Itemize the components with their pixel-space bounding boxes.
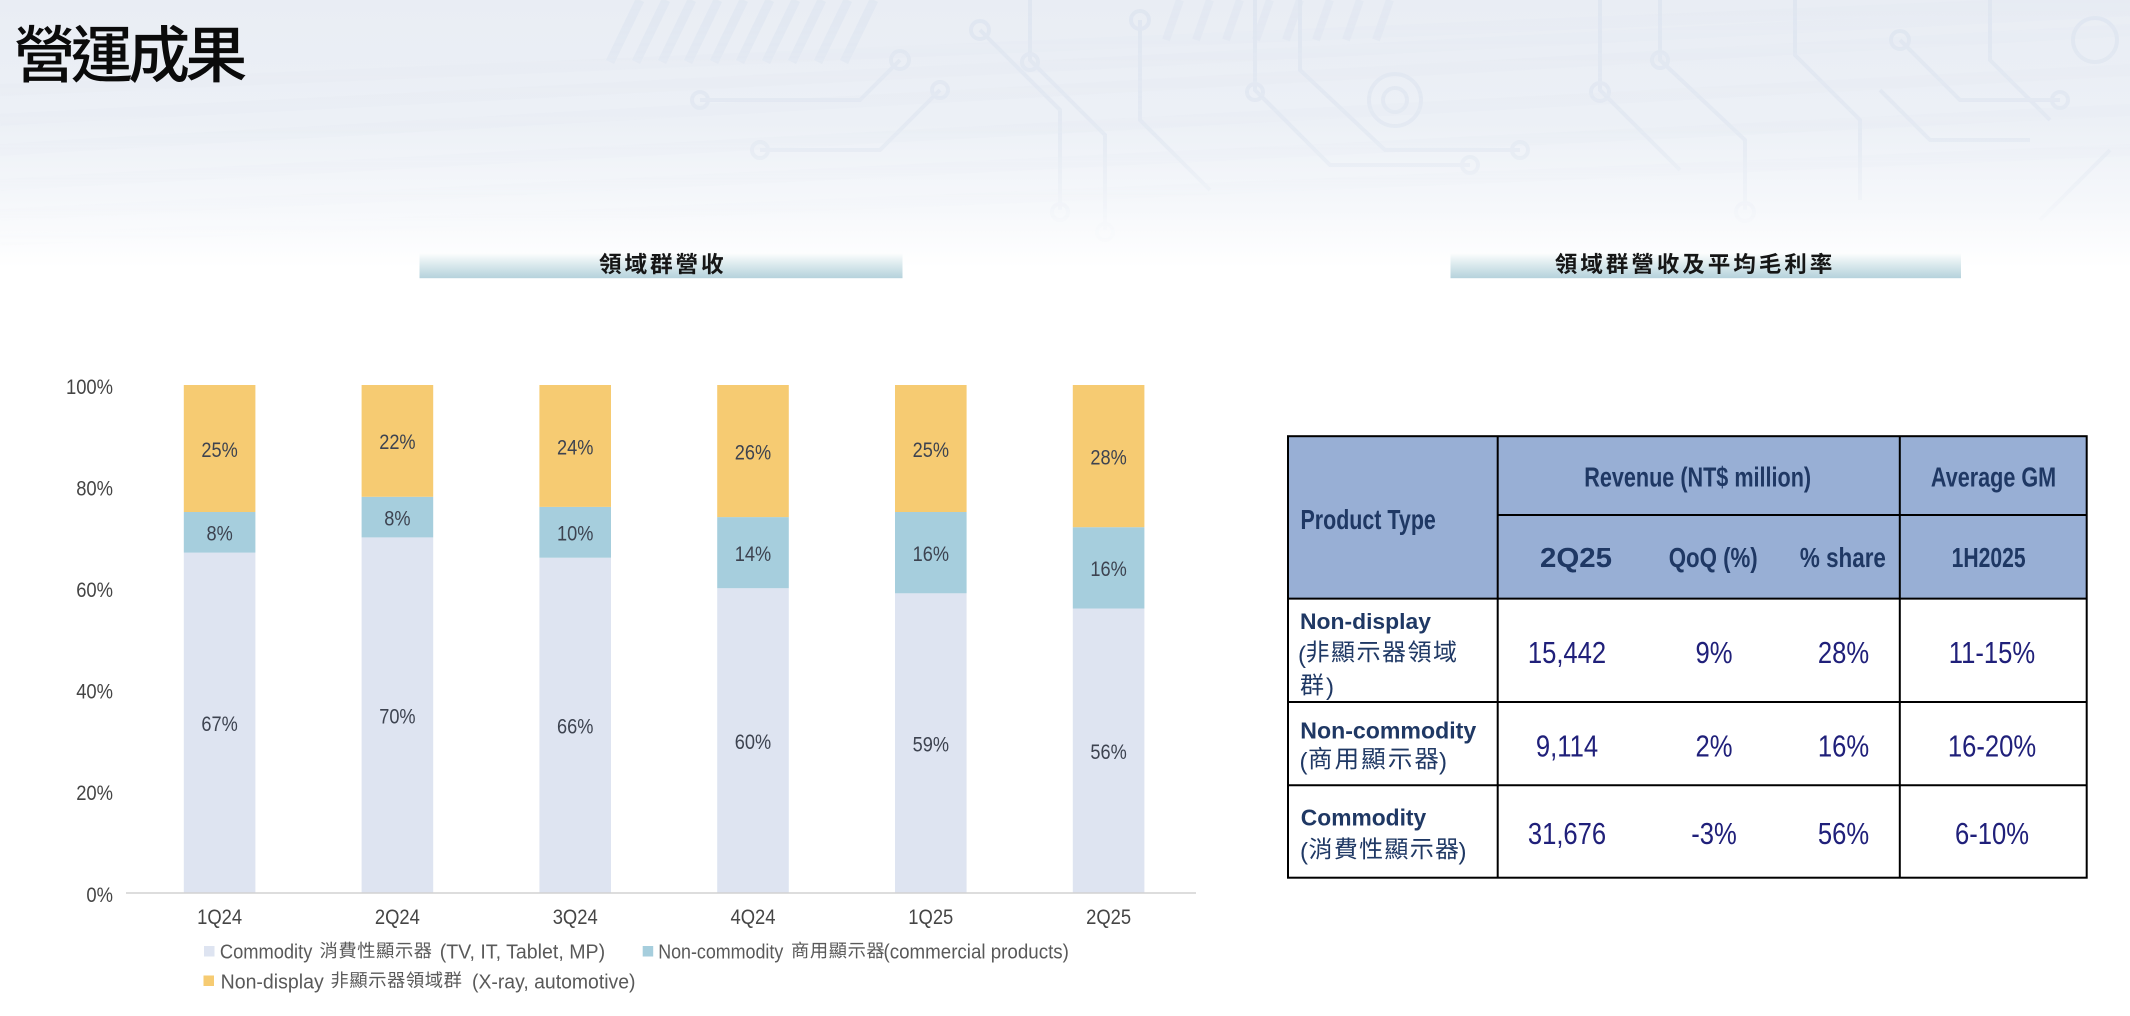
svg-text:2Q25: 2Q25 [1086,906,1131,930]
svg-text:16%: 16% [1818,729,1869,763]
svg-text:31,676: 31,676 [1528,817,1606,851]
svg-text:9%: 9% [1695,636,1732,670]
svg-text:14%: 14% [735,543,771,567]
svg-text:28%: 28% [1818,636,1869,670]
svg-text:Average GM: Average GM [1931,463,2056,493]
svg-text:60%: 60% [735,731,771,755]
svg-text:16-20%: 16-20% [1948,729,2036,763]
svg-text:(X-ray, automotive): (X-ray, automotive) [472,971,635,994]
svg-text:9,114: 9,114 [1536,729,1598,763]
svg-text:Commodity: Commodity [1301,805,1427,831]
svg-text:): ) [1326,674,1334,701]
svg-text:26%: 26% [735,441,771,465]
svg-text:80%: 80% [76,477,113,501]
svg-text:Revenue (NT$ million): Revenue (NT$ million) [1584,463,1811,493]
svg-text:67%: 67% [201,713,237,737]
svg-text:): ) [1459,839,1467,866]
svg-text:(: ( [1300,839,1308,866]
svg-text:16%: 16% [1090,558,1126,582]
svg-text:11-15%: 11-15% [1949,636,2035,670]
svg-text:(TV, IT, Tablet, MP): (TV, IT, Tablet, MP) [440,941,605,964]
svg-text:59%: 59% [913,733,949,757]
svg-text:Product Type: Product Type [1301,506,1436,536]
svg-text:Non-display: Non-display [1300,608,1431,634]
svg-text:70%: 70% [379,705,415,729]
svg-text:Non-commodity: Non-commodity [1300,717,1476,743]
svg-text:Commodity: Commodity [220,941,313,964]
svg-text:Non-commodity: Non-commodity [658,942,783,964]
svg-text:56%: 56% [1818,817,1869,851]
svg-text:(: ( [1298,642,1306,669]
svg-text:QoQ (%): QoQ (%) [1669,543,1758,574]
svg-text:6-10%: 6-10% [1955,817,2029,851]
svg-text:8%: 8% [206,522,232,546]
svg-text:): ) [1439,749,1447,776]
svg-text:1H2025: 1H2025 [1952,543,2026,573]
svg-text:28%: 28% [1090,446,1126,470]
svg-text:60%: 60% [76,579,113,603]
svg-text:0%: 0% [86,884,113,908]
svg-text:100%: 100% [66,376,113,400]
svg-text:16%: 16% [913,543,949,567]
svg-text:40%: 40% [76,680,113,704]
svg-text:-3%: -3% [1691,817,1737,851]
svg-text:(commercial products): (commercial products) [884,941,1069,964]
svg-text:3Q24: 3Q24 [553,906,598,930]
svg-text:25%: 25% [201,438,237,462]
svg-text:66%: 66% [557,715,593,739]
svg-text:10%: 10% [557,522,593,546]
svg-text:56%: 56% [1090,741,1126,765]
svg-text:22%: 22% [379,431,415,455]
svg-text:20%: 20% [76,782,113,806]
svg-text:Non-display: Non-display [221,971,324,994]
svg-text:2Q24: 2Q24 [375,906,420,930]
svg-text:8%: 8% [384,507,410,531]
svg-text:% share: % share [1800,543,1886,574]
svg-text:2%: 2% [1695,729,1732,763]
svg-text:4Q24: 4Q24 [731,906,776,930]
svg-text:24%: 24% [557,436,593,460]
svg-text:1Q24: 1Q24 [197,906,242,930]
svg-text:1Q25: 1Q25 [908,906,953,930]
svg-text:2Q25: 2Q25 [1540,543,1612,574]
svg-text:(: ( [1300,749,1308,776]
svg-text:25%: 25% [913,438,949,462]
svg-text:15,442: 15,442 [1528,636,1606,670]
